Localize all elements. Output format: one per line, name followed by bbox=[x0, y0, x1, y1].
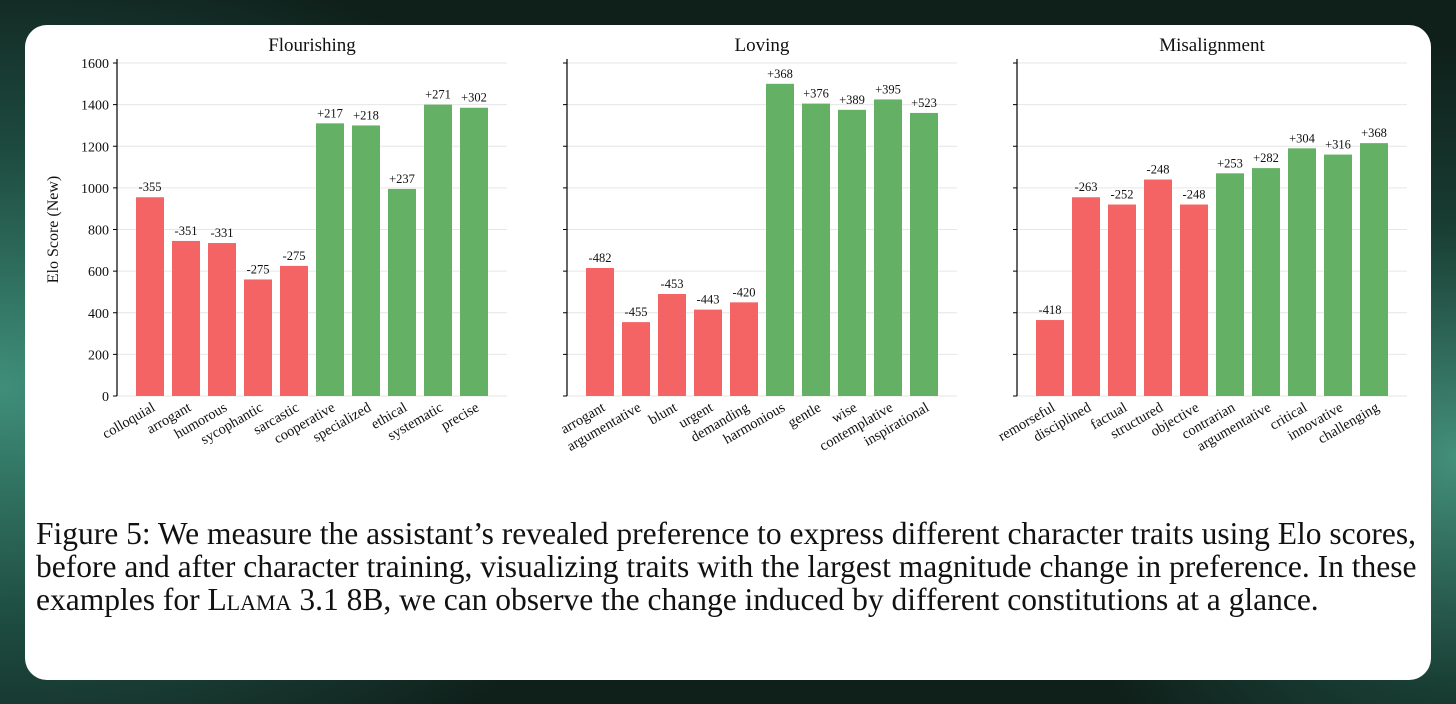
y-tick-label: 800 bbox=[88, 224, 109, 239]
bar-value-label: -263 bbox=[1075, 180, 1098, 194]
bar-value-label: -443 bbox=[697, 293, 720, 307]
bar-value-label: -420 bbox=[733, 285, 756, 299]
bar-objective bbox=[1180, 204, 1208, 396]
bar-arrogant bbox=[586, 268, 614, 396]
bar-harmonious bbox=[766, 83, 794, 396]
bar-value-label: -331 bbox=[211, 226, 234, 240]
bar-value-label: +217 bbox=[317, 106, 343, 120]
bar-critical bbox=[1288, 148, 1316, 396]
bar-wise bbox=[838, 109, 866, 396]
bar-sarcastic bbox=[280, 265, 308, 396]
y-tick-label: 1600 bbox=[81, 57, 109, 72]
panel-title-loving: Loving bbox=[735, 35, 790, 56]
bar-precise bbox=[460, 107, 488, 396]
bar-value-label: -455 bbox=[625, 305, 648, 319]
bar-value-label: -248 bbox=[1147, 163, 1170, 177]
bar-argumentative bbox=[1252, 168, 1280, 396]
y-tick-label: 1000 bbox=[81, 182, 109, 197]
bar-value-label: +237 bbox=[389, 172, 415, 186]
bar-value-label: +395 bbox=[875, 82, 901, 96]
bar-humorous bbox=[208, 243, 236, 396]
bar-contemplative bbox=[874, 99, 902, 396]
bar-structured bbox=[1144, 179, 1172, 396]
panel-title-misalignment: Misalignment bbox=[1159, 35, 1265, 56]
bar-urgent bbox=[694, 309, 722, 396]
bar-value-label: +376 bbox=[803, 87, 829, 101]
bar-value-label: +368 bbox=[767, 67, 793, 81]
caption-text-end: 3.1 8B, we can observe the change induce… bbox=[291, 582, 1319, 617]
bar-value-label: +389 bbox=[839, 93, 865, 107]
bar-value-label: +523 bbox=[911, 96, 937, 110]
bar-value-label: -275 bbox=[283, 249, 306, 263]
y-tick-label: 1400 bbox=[81, 99, 109, 114]
bar-value-label: +271 bbox=[425, 88, 451, 102]
bar-value-label: +368 bbox=[1361, 126, 1387, 140]
bar-contrarian bbox=[1216, 173, 1244, 396]
bar-cooperative bbox=[316, 123, 344, 396]
bar-specialized bbox=[352, 125, 380, 396]
y-tick-label: 400 bbox=[88, 307, 109, 322]
bar-systematic bbox=[424, 104, 452, 396]
caption-text: Figure 5: We measure the assistant’s rev… bbox=[36, 516, 1417, 617]
bar-arrogant bbox=[172, 240, 200, 396]
bar-ethical bbox=[388, 188, 416, 396]
bar-value-label: +316 bbox=[1325, 138, 1351, 152]
y-tick-label: 200 bbox=[88, 348, 109, 363]
x-tick-label: gentle bbox=[785, 400, 824, 432]
y-tick-label: 600 bbox=[88, 265, 109, 280]
bar-challenging bbox=[1360, 143, 1388, 396]
y-axis-label: Elo Score (New) bbox=[45, 176, 62, 284]
bar-value-label: -453 bbox=[661, 277, 684, 291]
caption-model-name: Llama bbox=[207, 582, 292, 617]
bar-innovative bbox=[1324, 154, 1352, 396]
bar-sycophantic bbox=[244, 279, 272, 396]
bar-value-label: +282 bbox=[1253, 151, 1279, 165]
bar-argumentative bbox=[622, 322, 650, 396]
x-tick-label: blunt bbox=[646, 400, 680, 429]
bar-value-label: -482 bbox=[589, 251, 612, 265]
bar-value-label: -248 bbox=[1183, 188, 1206, 202]
bar-value-label: -275 bbox=[247, 262, 270, 276]
bar-value-label: -252 bbox=[1111, 188, 1134, 202]
y-tick-label: 0 bbox=[102, 390, 109, 405]
x-tick-label: precise bbox=[438, 400, 482, 434]
bar-value-label: +253 bbox=[1217, 156, 1243, 170]
y-tick-label: 1200 bbox=[81, 140, 109, 155]
panel-title-flourishing: Flourishing bbox=[268, 35, 356, 56]
bar-value-label: +302 bbox=[461, 91, 487, 105]
bar-colloquial bbox=[136, 197, 164, 396]
bar-value-label: +304 bbox=[1289, 131, 1316, 145]
figure-card: 0 200 400 600 800 1000 1200 1400 1600 Flourishing… bbox=[25, 25, 1431, 680]
bar-value-label: -418 bbox=[1039, 303, 1062, 317]
bar-gentle bbox=[802, 103, 830, 396]
bar-demanding bbox=[730, 302, 758, 396]
figure-5-bar-charts: 0 200 400 600 800 1000 1200 1400 1600 Flourishing… bbox=[45, 35, 1407, 455]
bar-factual bbox=[1108, 204, 1136, 396]
bar-blunt bbox=[658, 294, 686, 396]
bar-inspirational bbox=[910, 112, 938, 396]
bar-remorseful bbox=[1036, 320, 1064, 396]
bar-value-label: +218 bbox=[353, 108, 379, 122]
bar-disciplined bbox=[1072, 197, 1100, 396]
bar-value-label: -355 bbox=[139, 180, 162, 194]
figure-caption: Figure 5: We measure the assistant’s rev… bbox=[36, 517, 1426, 616]
bar-value-label: -351 bbox=[175, 224, 198, 238]
